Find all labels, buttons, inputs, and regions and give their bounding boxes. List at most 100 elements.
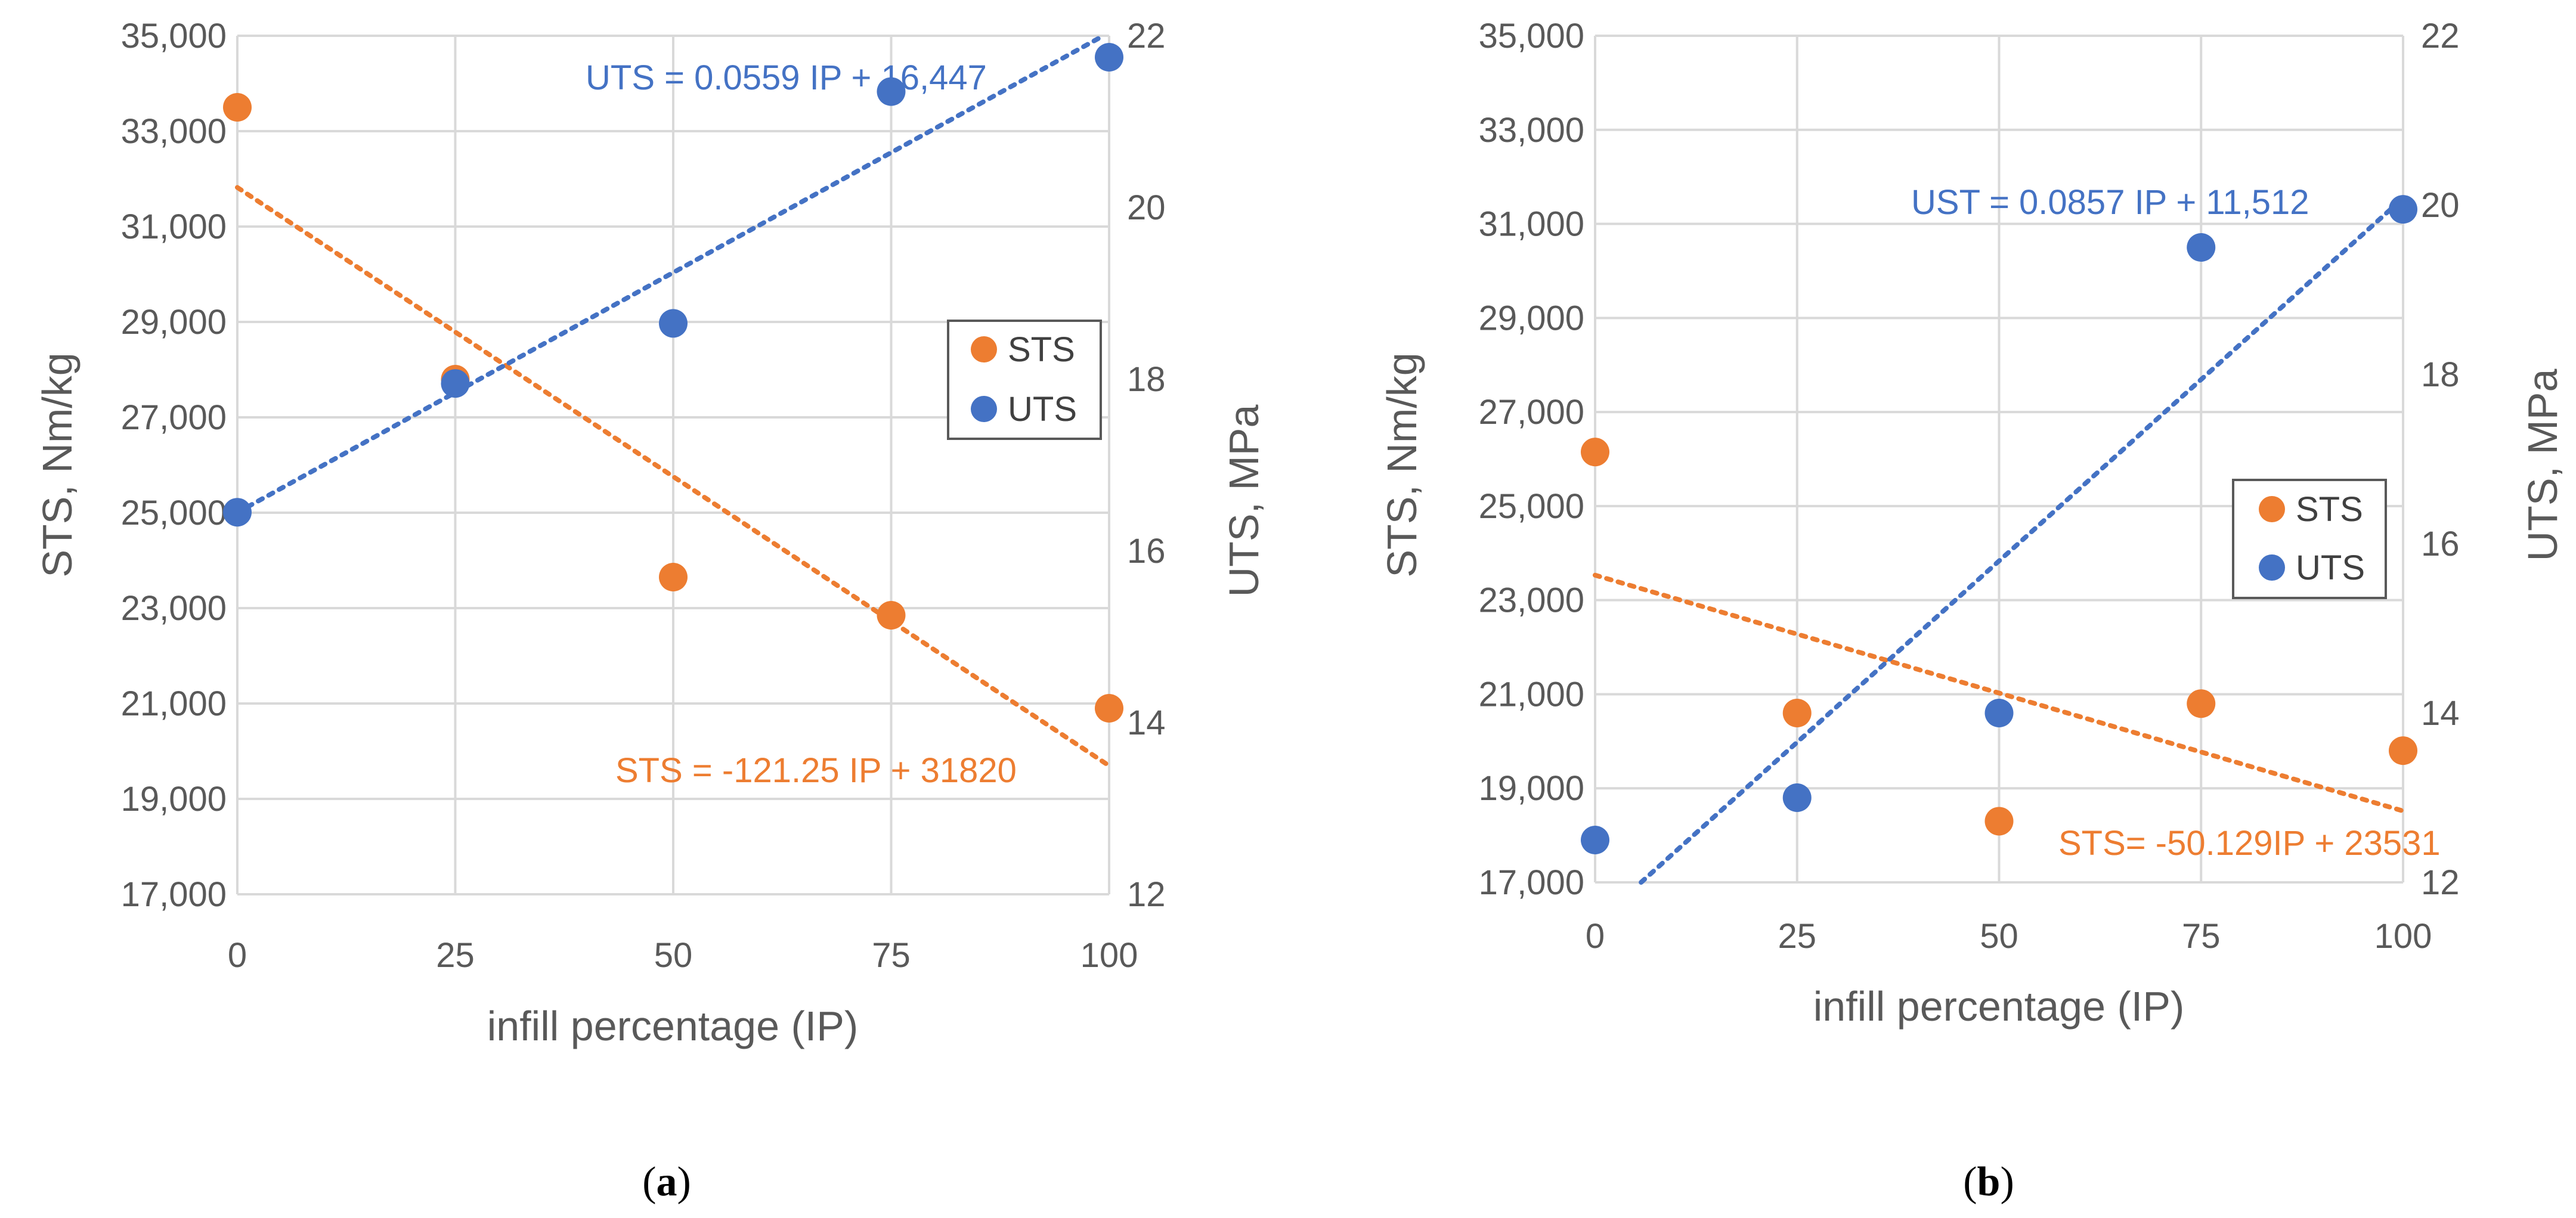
- chart-b-uts-point-0: [1581, 826, 1609, 854]
- chart-a-sts-point-2: [659, 563, 688, 591]
- chart-a-legend-uts-marker: [971, 396, 997, 422]
- chart-a-y-tick-label-0: 17,000: [121, 875, 227, 914]
- chart-b-x-tick-label-2: 50: [1980, 917, 2018, 956]
- chart-a-caption: (a): [642, 1159, 691, 1205]
- chart-a-y-tick-label-7: 31,000: [121, 207, 227, 246]
- chart-b-legend-sts-label: STS: [2296, 490, 2363, 529]
- chart-a-x-tick-label-2: 50: [654, 936, 693, 975]
- chart-b-uts-trendline: [1639, 196, 2405, 885]
- chart-a-y2-tick-label-3: 18: [1127, 360, 1166, 399]
- chart-a-y-tick-label-3: 23,000: [121, 589, 227, 628]
- chart-a-y2-tick-label-5: 22: [1127, 17, 1166, 55]
- chart-b-points: [1581, 195, 2417, 854]
- chart-a-y-tick-label-2: 21,000: [121, 684, 227, 723]
- chart-a-legend-sts-label: STS: [1008, 330, 1075, 369]
- chart-b-y2-tick-label-2: 16: [2421, 525, 2460, 563]
- chart-a-uts-point-0: [223, 498, 252, 527]
- chart-b-y2-tick-label-4: 20: [2421, 186, 2460, 225]
- chart-b-legend-uts-label: UTS: [2296, 548, 2365, 587]
- chart-a-uts-equation: UTS = 0.0559 IP + 16,447: [586, 58, 987, 97]
- chart-b-y-tick-label-3: 23,000: [1479, 581, 1584, 620]
- chart-b-y-tick-label-8: 33,000: [1479, 111, 1584, 150]
- chart-a-x-axis-title: infill percentage (IP): [487, 1003, 859, 1049]
- chart-b-x-axis-title: infill percentage (IP): [1813, 983, 2185, 1030]
- chart-b-y2-tick-label-0: 12: [2421, 863, 2460, 902]
- chart-b-y2-tick-label-1: 14: [2421, 694, 2460, 733]
- chart-b-sts-point-4: [2389, 736, 2417, 765]
- chart-a: 17,000 19,000 21,000 23,000 25,000 27,000 29,0…: [34, 17, 1267, 1205]
- chart-a-y-tick-label-4: 25,000: [121, 494, 227, 532]
- chart-b-uts-point-1: [1782, 783, 1812, 812]
- chart-b-ticks: 17,000 19,000 21,000 23,000 25,000 27,000 29,0…: [1479, 17, 2460, 956]
- chart-b-legend-uts-marker: [2259, 554, 2285, 581]
- chart-a-sts-point-3: [877, 601, 906, 630]
- chart-b-y-tick-label-1: 19,000: [1479, 769, 1584, 808]
- chart-a-grid: [236, 35, 1110, 895]
- chart-b-sts-point-0: [1581, 438, 1609, 467]
- chart-a-x-tick-label-4: 100: [1080, 936, 1138, 975]
- chart-b-grid: [1594, 35, 2404, 884]
- chart-a-legend-box: [947, 320, 1102, 440]
- chart-a-ticks: 17,000 19,000 21,000 23,000 25,000 27,000 29,0…: [121, 17, 1166, 975]
- chart-a-y-tick-label-1: 19,000: [121, 780, 227, 819]
- chart-a-y-tick-label-6: 29,000: [121, 303, 227, 342]
- chart-a-y2-axis-title: UTS, MPa: [1221, 405, 1267, 597]
- chart-a-uts-point-1: [441, 369, 470, 398]
- chart-b-y-tick-label-9: 35,000: [1479, 17, 1584, 55]
- chart-b-x-tick-label-0: 0: [1586, 917, 1605, 956]
- chart-a-legend-sts-marker: [971, 336, 997, 362]
- chart-a-y2-tick-label-0: 12: [1127, 875, 1166, 914]
- chart-b-uts-point-4: [2389, 195, 2417, 224]
- chart-a-x-tick-label-3: 75: [872, 936, 911, 975]
- chart-a-x-tick-label-0: 0: [228, 936, 247, 975]
- chart-a-y-tick-label-9: 35,000: [121, 17, 227, 55]
- chart-b-uts-point-2: [1984, 699, 2014, 727]
- chart-b-y-tick-label-6: 29,000: [1479, 299, 1584, 337]
- chart-b-y2-axis-title: UTS, MPa: [2519, 369, 2566, 562]
- chart-b-sts-equation: STS= -50.129IP + 23531: [2058, 824, 2441, 863]
- chart-b-uts-point-3: [2187, 233, 2216, 262]
- chart-b-y-tick-label-7: 31,000: [1479, 205, 1584, 244]
- chart-b-legend: STS UTS: [2232, 479, 2387, 599]
- chart-a-y-axis-title: STS, Nm/kg: [34, 352, 80, 577]
- chart-b: 17,000 19,000 21,000 23,000 25,000 27,000 29,0…: [1379, 17, 2566, 1205]
- chart-a-x-tick-label-1: 25: [436, 936, 475, 975]
- chart-a-sts-point-0: [223, 93, 252, 122]
- chart-b-y2-tick-label-3: 18: [2421, 355, 2460, 394]
- chart-b-y-tick-label-0: 17,000: [1479, 863, 1584, 902]
- chart-b-legend-box: [2232, 479, 2387, 599]
- chart-a-legend: STS UTS: [947, 320, 1102, 440]
- chart-b-sts-trendline: [1593, 572, 2405, 814]
- chart-a-points: [223, 43, 1123, 723]
- chart-b-y-tick-label-5: 27,000: [1479, 393, 1584, 432]
- chart-b-x-tick-label-3: 75: [2182, 917, 2221, 956]
- chart-b-x-tick-label-1: 25: [1778, 917, 1816, 956]
- chart-a-y-tick-label-8: 33,000: [121, 112, 227, 151]
- chart-a-uts-point-2: [659, 309, 688, 338]
- chart-b-y2-tick-label-5: 22: [2421, 17, 2460, 55]
- chart-b-y-axis-title: STS, Nm/kg: [1379, 352, 1425, 577]
- chart-b-sts-point-1: [1782, 699, 1812, 727]
- chart-b-y-tick-label-4: 25,000: [1479, 487, 1584, 526]
- chart-a-uts-trendline: [235, 33, 1106, 515]
- chart-a-trendlines: [235, 33, 1111, 768]
- chart-a-sts-trendline: [235, 185, 1111, 768]
- chart-b-sts-point-3: [2187, 689, 2216, 718]
- chart-b-uts-equation: UST = 0.0857 IP + 11,512: [1911, 183, 2309, 222]
- chart-a-y2-tick-label-4: 20: [1127, 188, 1166, 227]
- chart-b-sts-point-2: [1984, 807, 2014, 836]
- chart-b-legend-sts-marker: [2259, 496, 2285, 522]
- chart-a-y2-tick-label-1: 14: [1127, 703, 1166, 742]
- chart-a-sts-equation: STS = -121.25 IP + 31820: [615, 751, 1017, 790]
- chart-b-trendlines: [1593, 196, 2405, 885]
- chart-a-legend-uts-label: UTS: [1008, 390, 1077, 429]
- chart-a-y-tick-label-5: 27,000: [121, 398, 227, 437]
- chart-a-uts-point-3: [877, 77, 906, 106]
- chart-b-x-tick-label-4: 100: [2374, 917, 2432, 956]
- chart-a-y2-tick-label-2: 16: [1127, 532, 1166, 571]
- chart-a-uts-point-4: [1095, 43, 1123, 72]
- chart-b-caption: (b): [1963, 1159, 2014, 1205]
- chart-b-y-tick-label-2: 21,000: [1479, 675, 1584, 714]
- chart-a-sts-point-4: [1095, 694, 1123, 723]
